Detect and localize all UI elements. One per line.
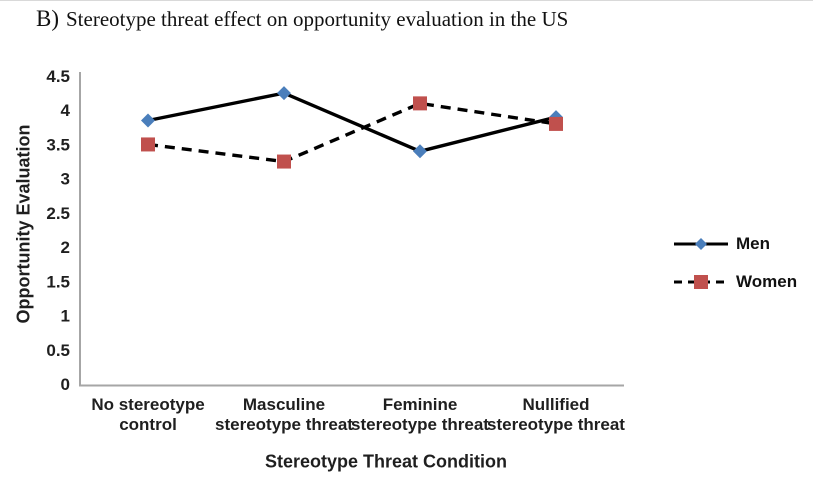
data-point-women bbox=[413, 96, 427, 111]
y-tick-label: 4.5 bbox=[46, 67, 70, 86]
legend-item-men: Men bbox=[672, 234, 797, 254]
legend-label-men: Men bbox=[736, 234, 770, 253]
series-line-women bbox=[147, 101, 557, 164]
y-tick-label: 2.5 bbox=[46, 204, 70, 223]
y-axis-title: Opportunity Evaluation bbox=[13, 124, 34, 324]
y-tick-label: 1 bbox=[61, 307, 70, 326]
x-category-label: Feminine stereotype threat bbox=[351, 395, 489, 434]
y-tick-label: 2 bbox=[61, 238, 70, 257]
figure-title-text: Stereotype threat effect on opportunity … bbox=[66, 7, 569, 31]
legend-item-women: Women bbox=[672, 272, 797, 292]
data-point-women bbox=[141, 137, 155, 152]
data-point-women bbox=[549, 116, 563, 131]
series-line-men bbox=[147, 91, 557, 154]
x-category-label: No stereotype control bbox=[91, 395, 204, 434]
y-tick-label: 3.5 bbox=[46, 135, 70, 154]
data-point-men bbox=[277, 86, 291, 101]
x-category-label: Masculine stereotype threat bbox=[215, 395, 353, 434]
y-tick-label: 4 bbox=[61, 101, 71, 120]
men-line-marker-icon bbox=[674, 238, 728, 250]
y-tick-label: 0 bbox=[61, 375, 70, 394]
y-tick-label: 3 bbox=[61, 170, 70, 189]
data-point-men bbox=[141, 113, 155, 128]
panel-label: B) bbox=[36, 6, 59, 31]
women-line-marker-icon bbox=[674, 275, 728, 289]
x-category-label: Nullified stereotype threat bbox=[487, 395, 625, 434]
chart-legend: Men Women bbox=[672, 234, 797, 292]
data-point-men bbox=[413, 144, 427, 159]
y-tick-label: 0.5 bbox=[46, 341, 70, 360]
data-point-women bbox=[277, 154, 291, 169]
y-tick-label: 1.5 bbox=[46, 272, 70, 291]
figure-title: B) Stereotype threat effect on opportunit… bbox=[36, 6, 568, 32]
legend-label-women: Women bbox=[736, 272, 798, 291]
x-axis-title: Stereotype Threat Condition bbox=[264, 451, 508, 472]
